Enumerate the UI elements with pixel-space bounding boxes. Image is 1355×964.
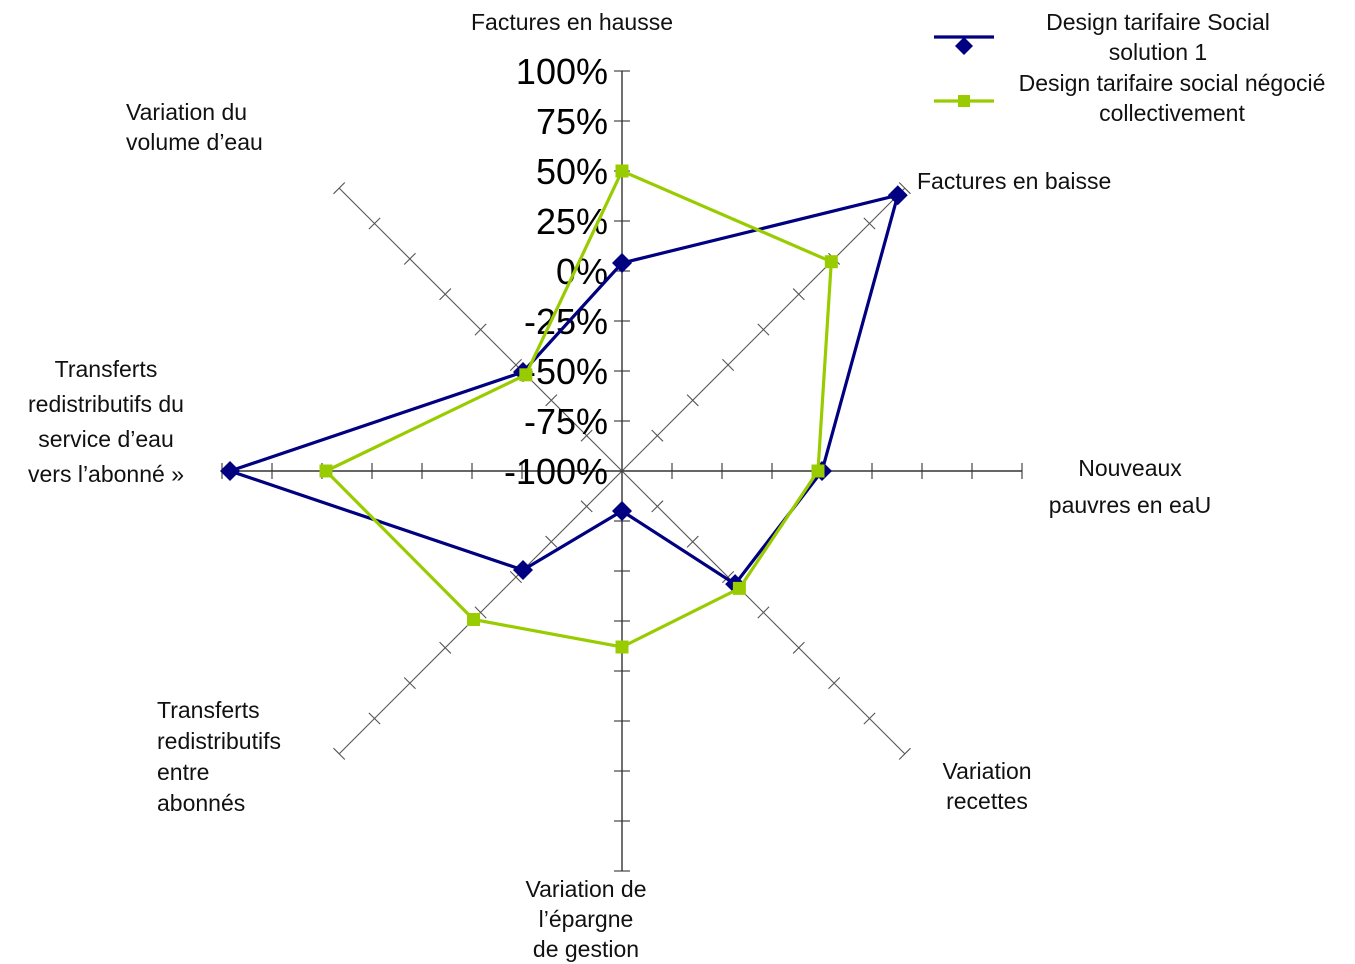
legend-label-2: Design tarifaire social négocié collectiv… — [1019, 70, 1326, 126]
axis-tick — [722, 571, 735, 584]
tick-label: -25% — [524, 301, 608, 342]
tick-labels: 100%75%50%25%0%-25%-50%-75%-100% — [504, 51, 608, 492]
tick-label: 75% — [536, 101, 608, 142]
axis-tick — [439, 288, 452, 301]
series-layer — [220, 164, 908, 654]
axis-tick — [580, 500, 593, 513]
data-point — [612, 253, 632, 273]
data-point — [732, 581, 746, 595]
tick-label: 100% — [516, 51, 608, 92]
axis-label-1: Factures en hausse — [471, 9, 673, 35]
axis-tick — [403, 252, 416, 265]
data-point — [319, 464, 333, 478]
axis-label-8: Variation du volume d’eau — [126, 99, 263, 155]
axis-label-5: Variation de l’épargne de gestion — [525, 876, 646, 962]
legend: Design tarifaire Social solution 1Design … — [934, 9, 1325, 126]
axis-tick — [333, 182, 346, 195]
axis-label-2: Factures en baisse — [917, 168, 1111, 194]
axis-label-4: Variation recettes — [942, 758, 1031, 814]
axis-tick — [863, 712, 876, 725]
axis-label-6: Transferts redistributifs entre abonnés — [157, 697, 281, 816]
tick-label: -75% — [524, 401, 608, 442]
axis-tick — [368, 712, 381, 725]
axis-tick — [828, 677, 841, 690]
axis-tick — [580, 429, 593, 442]
data-point — [615, 164, 629, 178]
axis-tick — [545, 535, 558, 548]
tick-label: 50% — [536, 151, 608, 192]
data-point — [811, 464, 825, 478]
data-point — [887, 185, 908, 206]
data-point — [615, 640, 629, 654]
axis-tick — [474, 323, 487, 336]
axis-tick — [651, 429, 664, 442]
data-point — [513, 559, 534, 580]
axis-tick — [509, 358, 522, 371]
axis-tick — [545, 394, 558, 407]
axis-label-3: Nouveaux pauvres en eaU — [1049, 455, 1211, 518]
axis-tick — [509, 571, 522, 584]
data-point — [467, 612, 481, 626]
axis-label-7: Transferts redistributifs du service d’eau… — [28, 356, 184, 487]
axis-tick — [792, 288, 805, 301]
legend-marker-2 — [958, 95, 970, 107]
axis-tick — [722, 358, 735, 371]
axis-tick — [439, 641, 452, 654]
axis-tick — [686, 535, 699, 548]
axis-tick — [898, 747, 911, 760]
legend-label-1: Design tarifaire Social solution 1 — [1046, 9, 1270, 65]
tick-label: -100% — [504, 451, 608, 492]
tick-label: 25% — [536, 201, 608, 242]
axis-tick — [403, 677, 416, 690]
axis-tick — [757, 323, 770, 336]
axis-tick — [686, 394, 699, 407]
data-point — [519, 368, 533, 382]
axis-tick — [368, 217, 381, 230]
axis-tick — [333, 747, 346, 760]
axis-tick — [474, 606, 487, 619]
axis-tick — [898, 182, 911, 195]
axis-tick — [863, 217, 876, 230]
data-point — [612, 501, 632, 521]
axis-tick — [792, 641, 805, 654]
axis-tick — [651, 500, 664, 513]
axis-labels: Factures en hausse Factures en baisse Nouv… — [28, 9, 1211, 962]
axis-tick — [757, 606, 770, 619]
data-point — [220, 461, 240, 481]
data-point — [824, 255, 838, 269]
legend-marker-1 — [955, 37, 973, 55]
